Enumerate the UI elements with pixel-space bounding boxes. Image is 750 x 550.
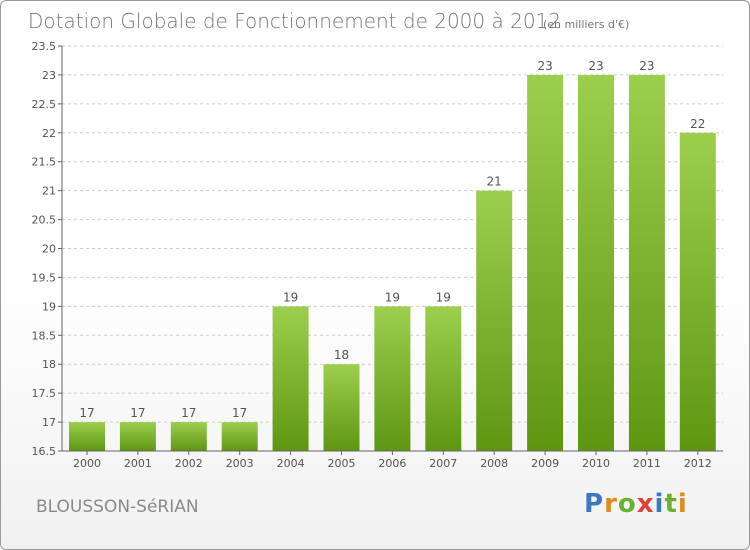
y-tick-label: 22.5 [32,98,57,111]
logo-letter: r [604,489,618,519]
y-tick-label: 17.5 [32,387,57,400]
y-tick-label: 20.5 [32,214,57,227]
bar-2012 [679,132,716,452]
x-tick-labels: 2000 2001 2002 2003 2004 2005 2006 2007 2008 2009… [73,457,712,470]
axes [58,45,723,455]
y-tick-label: 18 [42,358,56,371]
logo-letter: i [677,489,688,519]
x-tick-label: 2011 [633,457,661,470]
x-tick-label: 2004 [277,457,305,470]
data-label: 17 [130,406,145,420]
x-tick-label: 2007 [429,457,457,470]
bar-2010 [578,74,614,451]
y-tick-label: 16.5 [32,445,57,458]
x-tick-label: 2003 [226,457,254,470]
bar-2000 [69,422,105,451]
x-tick-label: 2000 [73,457,101,470]
bar-2003 [221,422,258,451]
bar-2011 [628,74,665,451]
y-tick-label: 20 [42,243,56,256]
y-tick-label: 17 [42,416,56,429]
data-label: 17 [79,406,94,420]
data-label: 17 [232,406,247,420]
proxiti-logo: Proxiti [584,489,688,519]
bar-2006 [374,306,411,451]
data-label: 19 [385,290,400,304]
bar-2001 [119,422,156,451]
x-tick-label: 2002 [175,457,203,470]
commune-name: BLOUSSON-SéRIAN [36,497,199,517]
x-tick-label: 2010 [582,457,610,470]
x-tick-label: 2001 [124,457,152,470]
y-tick-label: 23.5 [32,40,57,53]
data-label: 21 [487,175,502,189]
bar-2002 [170,422,207,451]
y-tick-label: 19.5 [32,271,57,284]
y-tick-label: 21.5 [32,156,57,169]
chart-title: Dotation Globale de Fonctionnement de 20… [28,9,561,33]
data-label: 18 [334,348,349,362]
data-label: 23 [537,59,552,73]
bar-2007 [425,306,462,451]
x-tick-label: 2005 [328,457,356,470]
x-tick-label: 2009 [531,457,559,470]
logo-letter: P [584,489,605,519]
logo-letter: x [636,489,655,519]
logo-letter: t [664,489,678,519]
logo-letter: i [654,489,665,519]
y-tick-labels: 16.5 17 17.5 18 18.5 19 19.5 20 20.5 21 21.5 22 22.5… [32,40,57,458]
data-label: 19 [436,290,451,304]
x-tick-label: 2008 [480,457,508,470]
bars [69,74,716,452]
x-tick-label: 2012 [684,457,712,470]
data-label: 23 [588,59,603,73]
data-label: 22 [690,117,705,131]
unit-label: (en milliers d'€) [543,18,630,31]
y-tick-label: 21 [42,185,56,198]
logo-letter: o [617,489,637,519]
x-tick-label: 2006 [378,457,406,470]
bar-2005 [323,364,360,451]
data-label: 19 [283,290,298,304]
data-labels: 17 17 17 17 19 18 19 19 21 23 23 23 22 [79,59,705,420]
y-tick-label: 19 [42,300,56,313]
bar-2009 [527,74,564,451]
data-label: 23 [639,59,654,73]
y-tick-label: 23 [42,69,56,82]
y-tick-label: 18.5 [32,329,57,342]
data-label: 17 [181,406,196,420]
bar-2004 [272,306,309,451]
bar-2008 [476,190,513,451]
y-tick-label: 22 [42,127,56,140]
